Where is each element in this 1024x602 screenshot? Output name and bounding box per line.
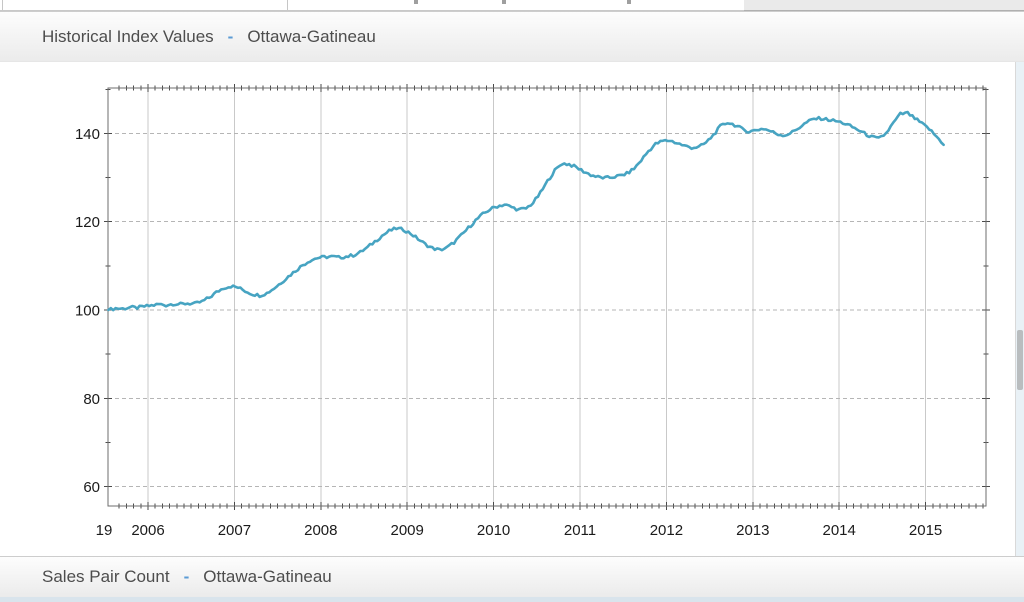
title-dash-separator: - [183,567,190,586]
x-axis-label: 2013 [736,522,769,539]
x-axis-label: 2006 [131,522,164,539]
control-divider [287,0,288,10]
axis-labels: 60 80 100 120 140 19 2006 2007 2008 2009 2010 2011 2… [75,126,942,539]
section-region: Ottawa-Gatineau [203,567,332,586]
cropped-control-fragment[interactable] [414,0,418,4]
y-axis-label: 140 [75,126,100,143]
y-axis-label: 60 [83,479,100,496]
plot-border [107,87,987,507]
x-axis-label: 2009 [391,522,424,539]
x-axis-label: 2015 [909,522,942,539]
vertical-scrollbar[interactable] [1015,62,1024,556]
section-title: Historical Index Values [42,26,214,46]
control-divider [2,0,3,10]
index-line-series [107,110,945,312]
cropped-control-fragment[interactable] [502,0,506,4]
historical-index-section-header[interactable]: Historical Index Values - Ottawa-Gatinea… [0,11,1024,62]
cropped-control-fragment[interactable] [627,0,631,4]
y-axis-label: 100 [75,303,100,320]
section-title: Sales Pair Count [42,567,170,586]
x-axis-label: 2012 [650,522,683,539]
title-dash-separator: - [227,26,234,46]
section-region: Ottawa-Gatineau [247,26,376,46]
x-axis-label: 2014 [823,522,856,539]
x-axis-label: 2010 [477,522,510,539]
y-axis-label: 80 [83,391,100,408]
axis-ticks [104,84,990,510]
sales-pair-count-section-header[interactable]: Sales Pair Count - Ottawa-Gatineau [0,556,1024,597]
y-axis-label: 120 [75,214,100,231]
x-axis-label: 2007 [218,522,251,539]
top-right-panel [744,0,1024,11]
grid-lines [108,88,986,506]
cropped-controls-strip [0,0,1024,11]
x-axis-label: 19 [96,522,113,539]
x-axis-label: 2008 [304,522,337,539]
x-axis-label: 2011 [564,522,596,539]
scrollbar-thumb[interactable] [1017,330,1023,390]
window-bottom-edge [0,597,1024,602]
